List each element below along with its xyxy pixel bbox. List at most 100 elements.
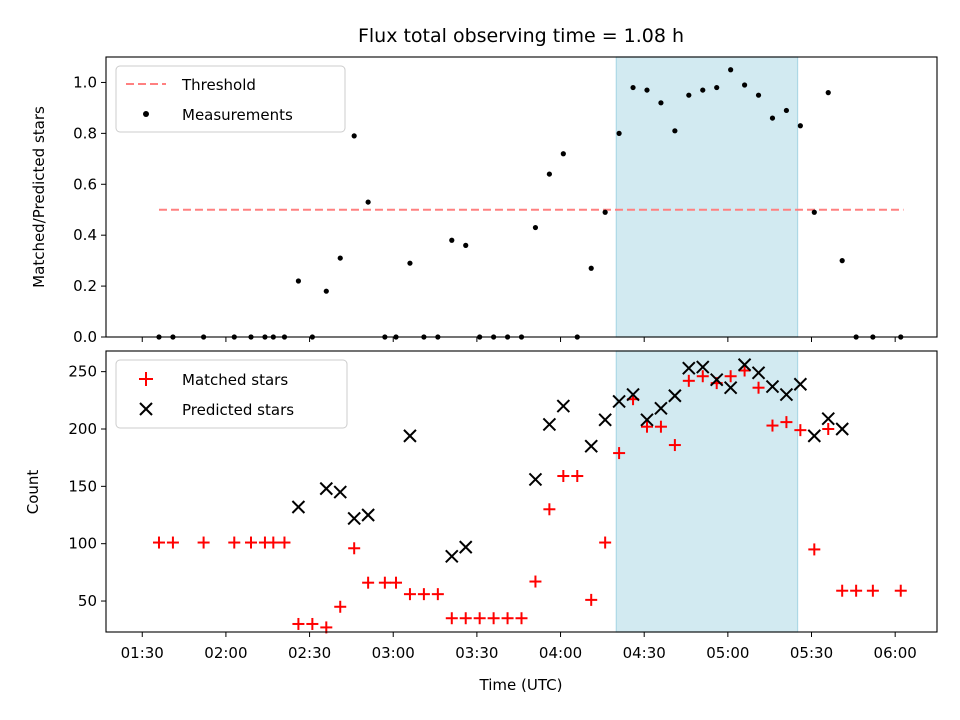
predicted-star-point	[807, 429, 822, 443]
ratio-panel-marks	[156, 67, 904, 340]
x-tick-label: 01:30	[121, 644, 164, 662]
matched-star-point	[738, 364, 751, 377]
matched-star-point	[836, 584, 849, 597]
predicted-star-point	[445, 549, 459, 564]
matched-star-point	[866, 584, 879, 597]
matched-star-point	[334, 600, 347, 613]
matched-star-point	[557, 470, 570, 483]
legend-threshold-label: Threshold	[181, 76, 256, 94]
predicted-star-point	[723, 380, 738, 395]
y-tick-label: 150	[68, 477, 97, 495]
predicted-star-point	[835, 422, 849, 436]
predicted-star-point	[821, 411, 835, 426]
matched-star-point	[417, 588, 430, 601]
matched-star-point	[724, 370, 737, 383]
predicted-star-point	[654, 401, 668, 416]
y-tick-label: 0.4	[73, 226, 97, 244]
matched-star-point	[766, 419, 779, 432]
ratio-panel-frame	[105, 56, 938, 338]
matched-star-point	[390, 576, 403, 589]
measurement-point	[825, 90, 831, 96]
y-tick-label: 100	[68, 535, 97, 553]
ratio-panel-ylabel: Matched/Predicted stars	[30, 106, 48, 288]
measurement-point	[546, 171, 552, 177]
predicted-star-point	[556, 399, 571, 413]
matched-star-point	[794, 424, 807, 437]
matched-star-point	[348, 542, 361, 555]
predicted-star-point	[626, 387, 640, 402]
matched-star-point	[197, 536, 210, 549]
predicted-star-point	[612, 394, 626, 409]
matched-star-point	[292, 617, 305, 630]
matched-star-point	[752, 381, 765, 394]
matched-star-point	[403, 588, 416, 601]
legend-measurements-label: Measurements	[182, 106, 293, 124]
y-tick-label: 50	[78, 592, 97, 610]
measurement-point	[811, 209, 817, 215]
measurement-point	[630, 84, 636, 91]
measurement-point	[700, 87, 706, 93]
measurement-point	[658, 100, 664, 106]
matched-star-point	[166, 536, 179, 549]
matched-star-point	[682, 374, 695, 387]
matched-star-point	[431, 588, 444, 601]
legend-predicted-label: Predicted stars	[182, 401, 294, 419]
measurement-point	[728, 67, 734, 73]
ratio-panel-shaded-span	[615, 56, 799, 338]
measurement-point	[672, 128, 678, 134]
matched-star-point	[267, 536, 280, 549]
x-tick-label: 05:30	[790, 644, 833, 662]
count-panel-ylabel: Count	[24, 470, 42, 515]
matched-star-point	[487, 612, 500, 625]
predicted-star-point	[696, 360, 710, 374]
x-tick-label: 03:00	[372, 644, 415, 662]
matched-star-point	[850, 584, 863, 597]
measurement-point	[337, 255, 343, 261]
ratio-panel: 0.0 0.2 0.4 0.6 0.8 1.0 Matched/Predicted sta…	[30, 56, 938, 346]
ratio-panel-y-axis: 0.0 0.2 0.4 0.6 0.8 1.0	[73, 73, 106, 346]
predicted-star-point	[291, 500, 306, 514]
matched-star-point	[515, 612, 528, 625]
matched-star-point	[571, 470, 584, 483]
measurement-point	[365, 199, 371, 205]
predicted-star-point	[361, 508, 375, 522]
measurement-point	[295, 278, 302, 284]
measurement-point	[769, 115, 776, 121]
predicted-star-point	[682, 361, 696, 375]
matched-star-point	[640, 420, 653, 433]
matched-star-point	[473, 612, 486, 625]
ratio-panel-legend: Threshold Measurements	[115, 65, 346, 133]
matched-star-point	[306, 617, 319, 630]
count-panel-x-axis: 01:30 02:00 02:30 03:00 03:30 04:00 04:30 05:00…	[121, 632, 917, 662]
legend-matched-swatch	[139, 372, 153, 386]
measurement-point	[686, 92, 692, 98]
measurement-point	[532, 224, 539, 231]
y-tick-label: 0.6	[73, 175, 97, 193]
x-tick-label: 04:00	[539, 644, 582, 662]
predicted-star-point	[528, 472, 543, 487]
measurement-point	[449, 237, 455, 243]
matched-star-point	[529, 575, 542, 588]
y-tick-label: 0.2	[73, 277, 97, 295]
matched-star-point	[808, 543, 821, 556]
measurement-point	[351, 133, 357, 139]
matched-star-point	[459, 612, 472, 625]
count-panel-legend-box	[115, 359, 348, 429]
x-axis-label: Time (UTC)	[479, 676, 563, 694]
x-tick-label: 04:30	[623, 644, 666, 662]
predicted-star-point	[709, 372, 724, 387]
y-tick-label: 200	[68, 420, 97, 438]
matched-star-point	[613, 447, 626, 460]
ratio-panel-legend-box	[115, 65, 346, 133]
predicted-star-point	[668, 389, 682, 403]
predicted-star-point	[598, 413, 612, 427]
predicted-star-point	[584, 439, 598, 453]
matched-star-point	[654, 420, 667, 433]
matched-star-point	[599, 536, 612, 549]
matched-star-point	[445, 612, 458, 625]
shaded-span	[615, 56, 799, 338]
matched-star-point	[320, 621, 333, 634]
measurement-point	[463, 242, 469, 248]
chart-title: Flux total observing time = 1.08 h	[358, 25, 684, 47]
matched-star-point	[362, 576, 375, 589]
